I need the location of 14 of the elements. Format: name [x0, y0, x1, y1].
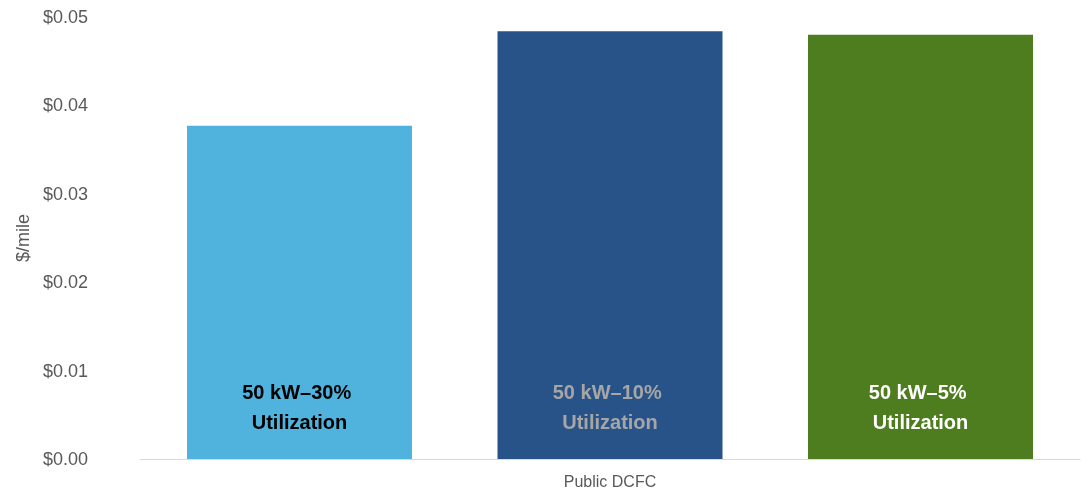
bar [187, 125, 412, 459]
x-tick-label: Public DCFC [563, 472, 657, 490]
y-tick-label: $0.03 [42, 183, 88, 204]
series-label: 50 kW–5% Utilization [868, 381, 973, 433]
y-tick-label: $0.00 [42, 449, 88, 469]
y-tick-label: $0.01 [42, 360, 88, 381]
y-axis-title: $/mile [13, 213, 34, 263]
bar [808, 34, 1033, 459]
y-tick-label: $0.02 [42, 272, 88, 293]
y-tick-label: $0.05 [42, 7, 88, 27]
bar [497, 31, 723, 459]
y-tick-label: $0.04 [42, 95, 88, 116]
series-label: 50 kW–30% Utilization [242, 381, 357, 433]
series-label: 50 kW–10% Utilization [552, 381, 668, 433]
